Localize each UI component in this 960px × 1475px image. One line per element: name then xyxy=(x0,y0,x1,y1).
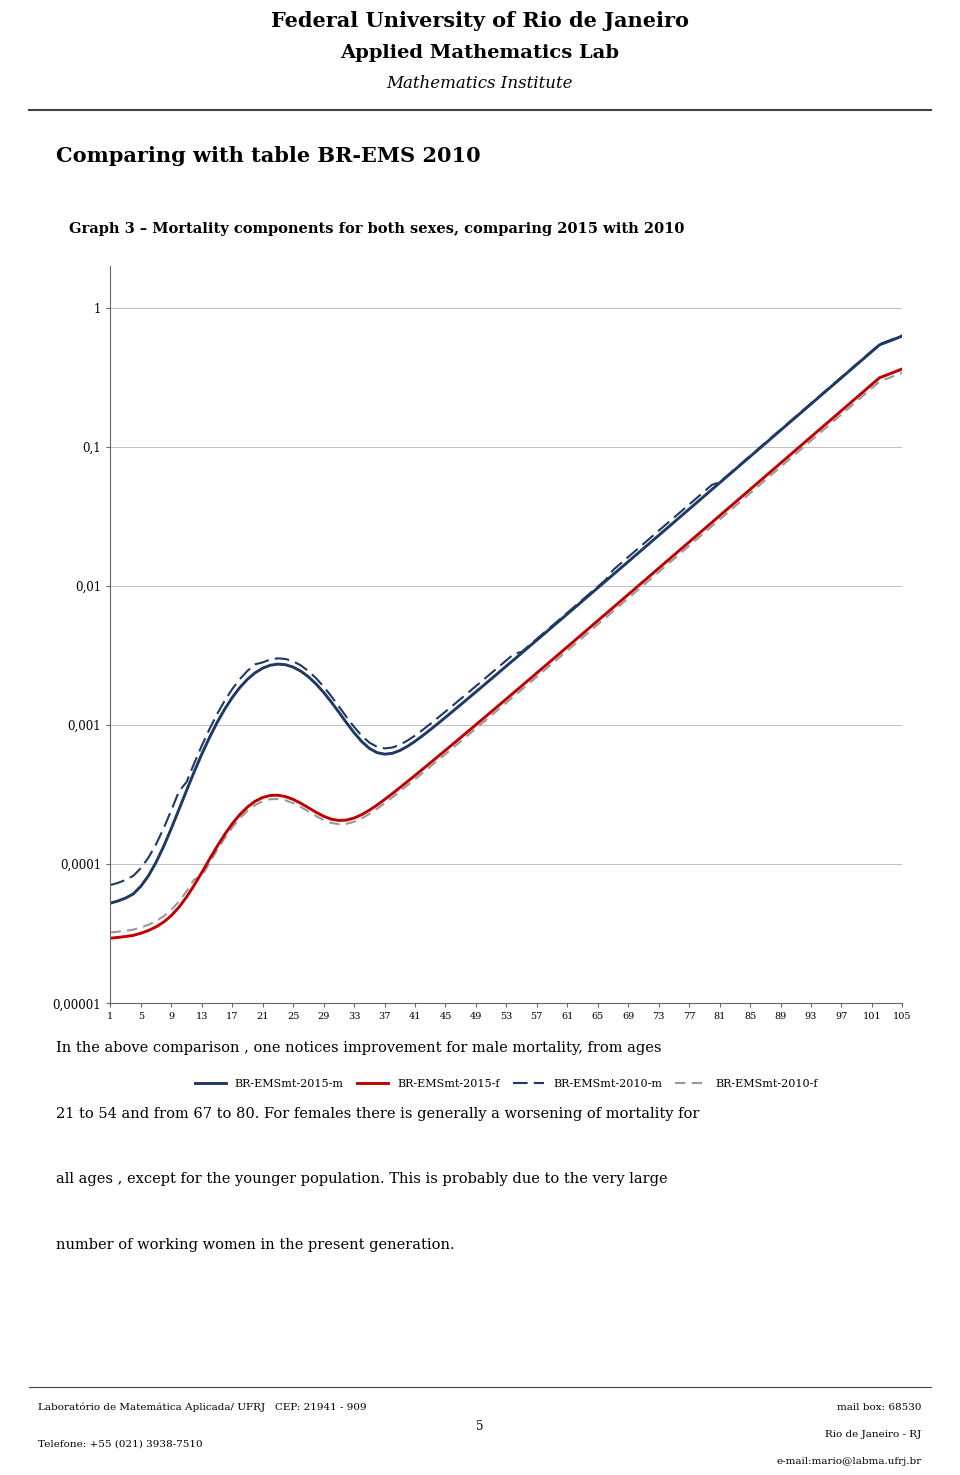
Text: 21 to 54 and from 67 to 80. For females there is generally a worsening of mortal: 21 to 54 and from 67 to 80. For females … xyxy=(56,1106,699,1121)
Text: Laboratório de Matemática Aplicada/ UFRJ   CEP: 21941 - 909: Laboratório de Matemática Aplicada/ UFRJ… xyxy=(38,1403,367,1413)
Text: In the above comparison , one notices improvement for male mortality, from ages: In the above comparison , one notices im… xyxy=(56,1041,661,1055)
Legend: BR-EMSmt-2015-m, BR-EMSmt-2015-f, BR-EMSmt-2010-m, BR-EMSmt-2010-f: BR-EMSmt-2015-m, BR-EMSmt-2015-f, BR-EMS… xyxy=(190,1075,823,1093)
Text: Telefone: +55 (021) 3938-7510: Telefone: +55 (021) 3938-7510 xyxy=(38,1440,203,1448)
Text: all ages , except for the younger population. This is probably due to the very l: all ages , except for the younger popula… xyxy=(56,1173,667,1186)
Text: Comparing with table BR-EMS 2010: Comparing with table BR-EMS 2010 xyxy=(56,146,480,167)
Text: Rio de Janeiro - RJ: Rio de Janeiro - RJ xyxy=(826,1429,922,1440)
Text: Applied Mathematics Lab: Applied Mathematics Lab xyxy=(341,44,619,62)
Text: e-mail:mario@labma.ufrj.br: e-mail:mario@labma.ufrj.br xyxy=(777,1457,922,1466)
Text: Mathematics Institute: Mathematics Institute xyxy=(387,75,573,93)
Text: 5: 5 xyxy=(476,1420,484,1434)
Text: Graph 3 – Mortality components for both sexes, comparing 2015 with 2010: Graph 3 – Mortality components for both … xyxy=(69,223,684,236)
Text: mail box: 68530: mail box: 68530 xyxy=(837,1403,922,1412)
Text: Federal University of Rio de Janeiro: Federal University of Rio de Janeiro xyxy=(271,10,689,31)
Text: number of working women in the present generation.: number of working women in the present g… xyxy=(56,1238,454,1252)
